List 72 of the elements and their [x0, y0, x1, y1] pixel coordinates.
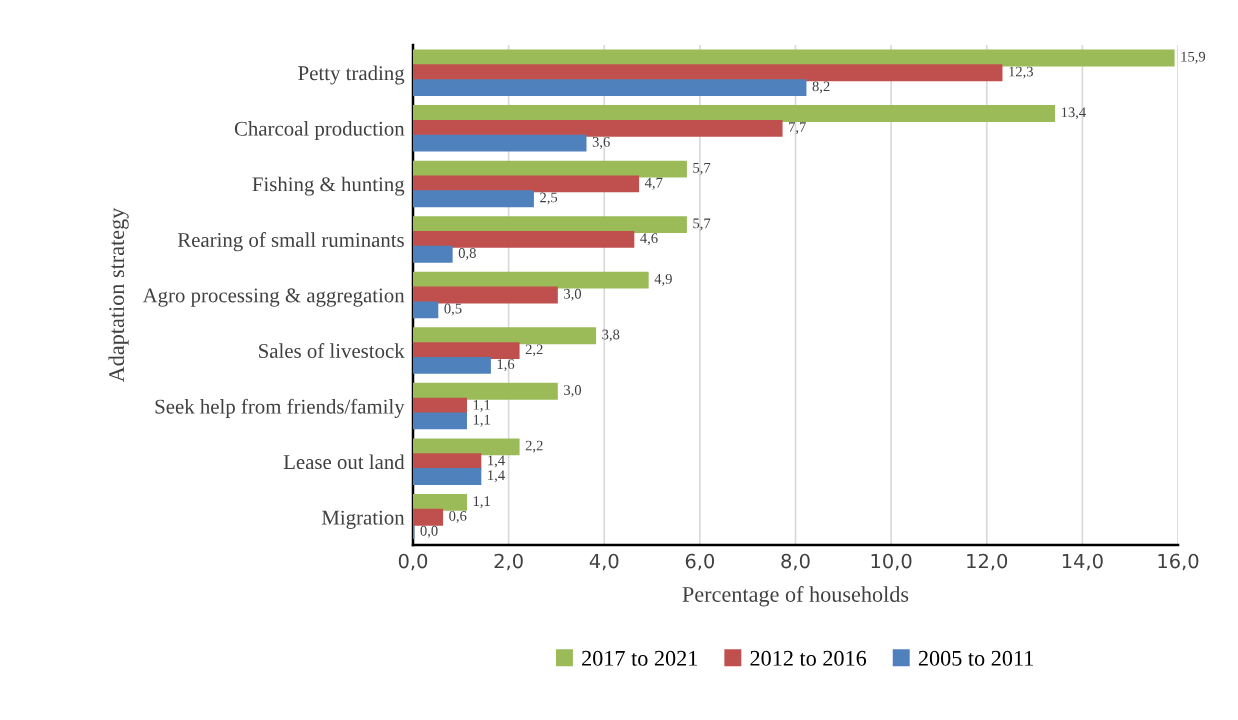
bar	[413, 327, 597, 345]
data-label: 2,2	[525, 344, 543, 357]
y-tick-label: Agro processing & aggregation	[142, 288, 405, 307]
data-label: 1,1	[473, 496, 490, 509]
legend-label: 2012 to 2016	[750, 650, 867, 666]
bar	[413, 356, 491, 374]
bar	[413, 119, 783, 137]
data-label: 4,9	[654, 274, 672, 286]
bar	[413, 79, 807, 97]
data-label: 13,4	[1061, 107, 1086, 120]
data-label: 1,1	[473, 399, 490, 412]
x-tick-label: 6,0	[685, 553, 715, 571]
bar	[413, 134, 587, 152]
y-tick-label: Petty trading	[298, 65, 405, 85]
bar	[413, 438, 520, 456]
bar	[413, 64, 1003, 82]
x-tick-label: 0,0	[398, 553, 428, 571]
bar	[413, 105, 1056, 122]
data-label: 5,7	[693, 218, 711, 231]
data-label: 2,5	[540, 192, 558, 205]
y-tick-label: Fishing & hunting	[252, 176, 405, 196]
bar	[413, 175, 640, 193]
y-tick-label: Migration	[321, 510, 405, 529]
data-label: 1,1	[473, 414, 490, 427]
data-label: 4,7	[644, 177, 663, 190]
bar	[413, 231, 635, 248]
bar	[413, 412, 467, 430]
x-tick-label: 8,0	[781, 553, 810, 571]
data-label: 12,3	[1009, 66, 1033, 79]
x-tick-label: 16,0	[1158, 553, 1199, 571]
bar	[413, 245, 453, 263]
bar	[413, 342, 520, 359]
x-tick-label: 12,0	[967, 553, 1008, 571]
y-tick-label: Charcoal production	[234, 121, 405, 140]
data-label: 8,2	[812, 81, 830, 94]
bar	[413, 508, 444, 526]
legend-label: 2005 to 2011	[918, 650, 1034, 666]
data-label: 1,4	[488, 470, 505, 483]
bar	[413, 216, 687, 234]
x-tick-label: 10,0	[871, 553, 912, 571]
y-axis-title: Adaptation strategy	[108, 207, 129, 383]
bar	[413, 286, 558, 304]
x-axis-title: Percentage of households	[682, 586, 909, 607]
bar	[413, 468, 482, 485]
data-label: 7,7	[789, 122, 806, 135]
y-tick-label: Lease out land	[283, 454, 405, 470]
bar	[413, 301, 439, 319]
data-label: 1,6	[497, 359, 515, 372]
data-label: 2,2	[525, 440, 543, 453]
bar	[413, 493, 467, 511]
x-tick-label: 14,0	[1062, 553, 1103, 571]
data-label: 5,7	[693, 163, 711, 175]
y-tick-label: Rearing of small ruminants	[177, 232, 404, 252]
legend-label: 2017 to 2021	[582, 650, 698, 666]
data-label: 1,4	[488, 455, 505, 468]
bar	[413, 190, 534, 208]
data-label: 4,6	[640, 233, 658, 246]
data-label: 0,6	[449, 511, 467, 523]
data-label: 3,6	[592, 137, 610, 149]
bar	[413, 382, 558, 400]
bar	[413, 271, 649, 289]
data-label: 3,8	[602, 329, 620, 342]
data-label: 0,5	[444, 303, 462, 316]
x-tick-label: 2,0	[494, 553, 523, 571]
data-label: 3,0	[564, 288, 582, 301]
data-label: 0,0	[420, 525, 438, 538]
data-label: 3,0	[564, 385, 582, 398]
y-tick-label: Seek help from friends/family	[155, 398, 405, 418]
y-tick-label: Sales of livestock	[259, 343, 405, 358]
x-tick-label: 4,0	[589, 553, 619, 571]
data-label: 15,9	[1181, 51, 1206, 64]
data-label: 0,8	[458, 248, 476, 261]
